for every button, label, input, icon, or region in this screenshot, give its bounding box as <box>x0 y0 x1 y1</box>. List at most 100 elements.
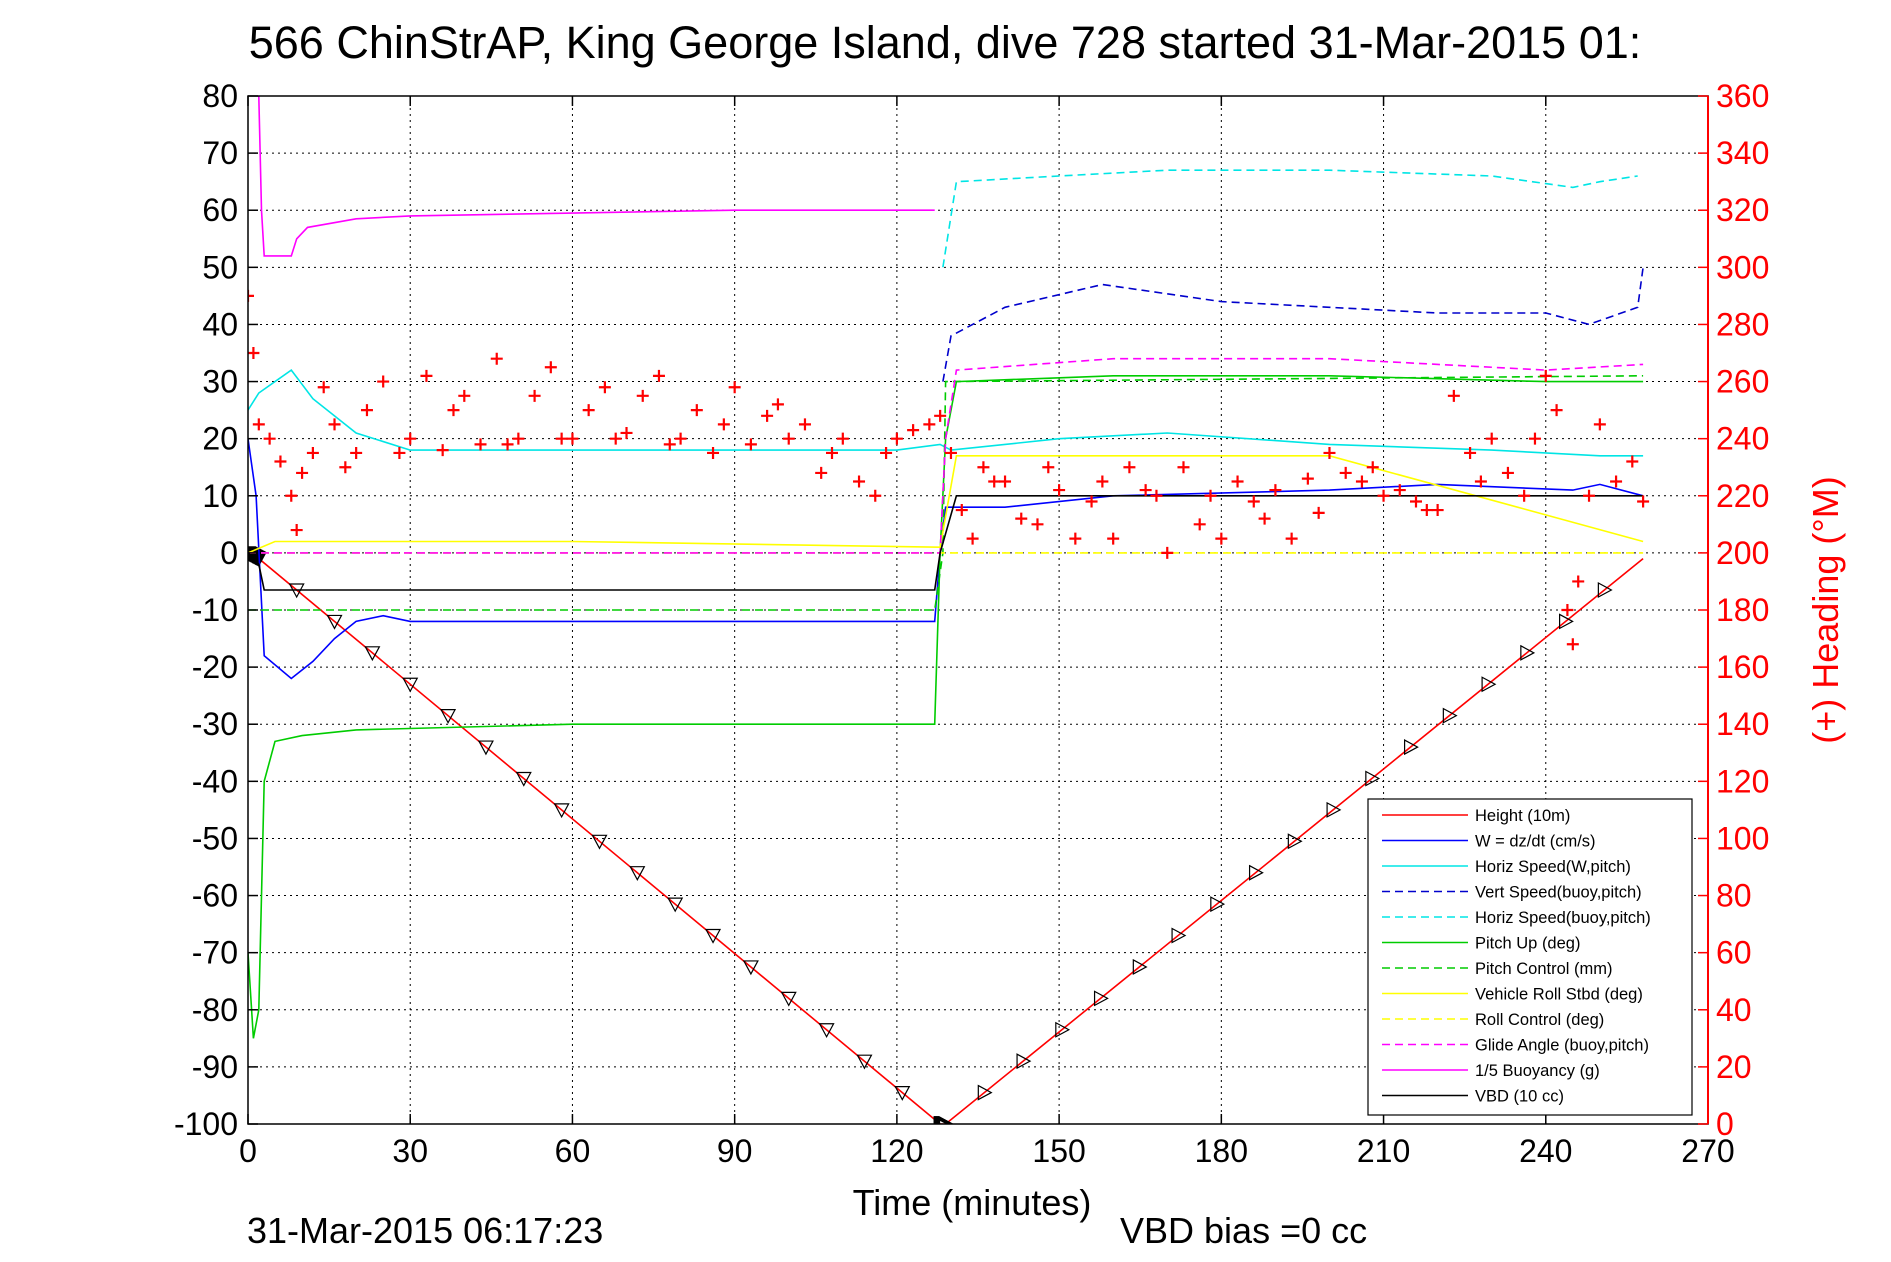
x-tick-label: 150 <box>1032 1133 1085 1169</box>
y-tick-label: 0 <box>220 535 238 571</box>
legend-entry: Pitch Up (deg) <box>1475 935 1580 953</box>
heading-point <box>1301 472 1314 485</box>
heading-point <box>674 432 687 445</box>
heading-point <box>1550 404 1563 417</box>
heading-point <box>1474 475 1487 488</box>
series-horiz-speed-w-pitch <box>248 369 1644 457</box>
heading-point <box>999 475 1012 488</box>
legend-entry: Roll Control (deg) <box>1475 1011 1604 1029</box>
height-marker <box>1055 1021 1071 1038</box>
height-marker <box>477 740 494 756</box>
x-axis: 0 30 60 90 120 150 180 210 240 270 <box>239 96 1735 1169</box>
heading-point <box>290 524 303 537</box>
height-marker <box>591 834 608 850</box>
heading-point <box>1215 532 1228 545</box>
heading-point <box>1431 504 1444 517</box>
heading-point <box>652 369 665 382</box>
heading-point <box>1269 484 1282 497</box>
y-right-tick-label: 40 <box>1716 992 1752 1028</box>
heading-point <box>1150 489 1163 502</box>
heading-point <box>1139 484 1152 497</box>
legend-entry: Horiz Speed(buoy,pitch) <box>1475 909 1651 927</box>
heading-point <box>1447 389 1460 402</box>
heading-point <box>317 381 330 394</box>
heading-point <box>339 461 352 474</box>
y-tick-label: -90 <box>192 1049 238 1085</box>
y-right-tick-label: 160 <box>1716 649 1769 685</box>
y-tick-label: -60 <box>192 878 238 914</box>
heading-point <box>966 532 979 545</box>
height-marker <box>742 960 759 976</box>
heading-point <box>377 375 390 388</box>
heading-point <box>360 404 373 417</box>
y-right-tick-label: 340 <box>1716 135 1769 171</box>
heading-point <box>436 444 449 457</box>
y-right-tick-label: 120 <box>1716 763 1769 799</box>
heading-point <box>1123 461 1136 474</box>
y-tick-label: 40 <box>202 306 238 342</box>
heading-point <box>248 347 260 359</box>
x-tick-label: 180 <box>1195 1133 1248 1169</box>
height-marker <box>629 866 646 881</box>
height-marker <box>326 614 343 630</box>
heading-point <box>1015 512 1028 525</box>
legend: Height (10m) W = dz/dt (cm/s) Horiz Speed(… <box>1367 798 1693 1116</box>
heading-point <box>420 369 433 382</box>
heading-point <box>447 404 460 417</box>
heading-point <box>1393 484 1406 497</box>
series-glide-angle-buoy-pitch <box>248 357 1644 554</box>
heading-point <box>296 466 309 479</box>
heading-point <box>285 489 298 502</box>
heading-point <box>328 418 341 431</box>
height-marker <box>1171 927 1187 944</box>
y-right-tick-label: 320 <box>1716 192 1769 228</box>
height-marker <box>1442 707 1458 724</box>
height-marker <box>780 991 797 1007</box>
footer-timestamp: 31-Mar-2015 06:17:23 <box>247 1210 603 1251</box>
height-marker <box>402 677 419 693</box>
heading-point <box>1177 461 1190 474</box>
heading-point <box>771 398 784 411</box>
heading-point <box>1561 604 1574 616</box>
height-marker <box>938 1115 954 1124</box>
heading-point <box>1420 504 1433 517</box>
series-pitch-control-mm <box>248 375 1644 611</box>
x-tick-label: 30 <box>392 1133 428 1169</box>
x-tick-label: 0 <box>239 1133 257 1169</box>
heading-point <box>1637 495 1650 508</box>
heading-point <box>1312 506 1325 519</box>
heading-point <box>501 438 514 451</box>
heading-point <box>934 409 947 422</box>
y-tick-label: -70 <box>192 935 238 971</box>
heading-point <box>1204 489 1217 502</box>
heading-point <box>826 446 838 459</box>
y-right-tick-label: 260 <box>1716 364 1769 400</box>
heading-point <box>707 446 720 459</box>
heading-point <box>263 432 276 445</box>
heading-point <box>620 426 633 439</box>
heading-point <box>404 432 417 445</box>
y-right-tick-label: 140 <box>1716 706 1769 742</box>
heading-point <box>609 432 622 445</box>
heading-point <box>1377 489 1390 502</box>
series-vert-speed-buoy-pitch <box>942 267 1644 382</box>
legend-entry: Pitch Control (mm) <box>1475 960 1613 978</box>
y-right-tick-label: 0 <box>1716 1106 1734 1142</box>
series-vbd-10-cc <box>248 495 1644 591</box>
heading-point <box>274 455 287 468</box>
height-marker <box>977 1084 993 1101</box>
x-tick-label: 90 <box>717 1133 753 1169</box>
y-tick-label: 20 <box>202 421 238 457</box>
y-tick-label: 60 <box>202 192 238 228</box>
heading-point <box>252 418 265 431</box>
y-tick-label: -40 <box>192 763 238 799</box>
height-marker <box>894 1085 911 1101</box>
height-marker <box>1287 833 1303 850</box>
heading-point <box>248 289 254 302</box>
heading-point <box>393 446 406 459</box>
heading-point <box>1231 475 1244 488</box>
series-layer <box>248 96 1650 1124</box>
heading-point <box>890 432 903 445</box>
heading-point <box>1031 518 1044 531</box>
